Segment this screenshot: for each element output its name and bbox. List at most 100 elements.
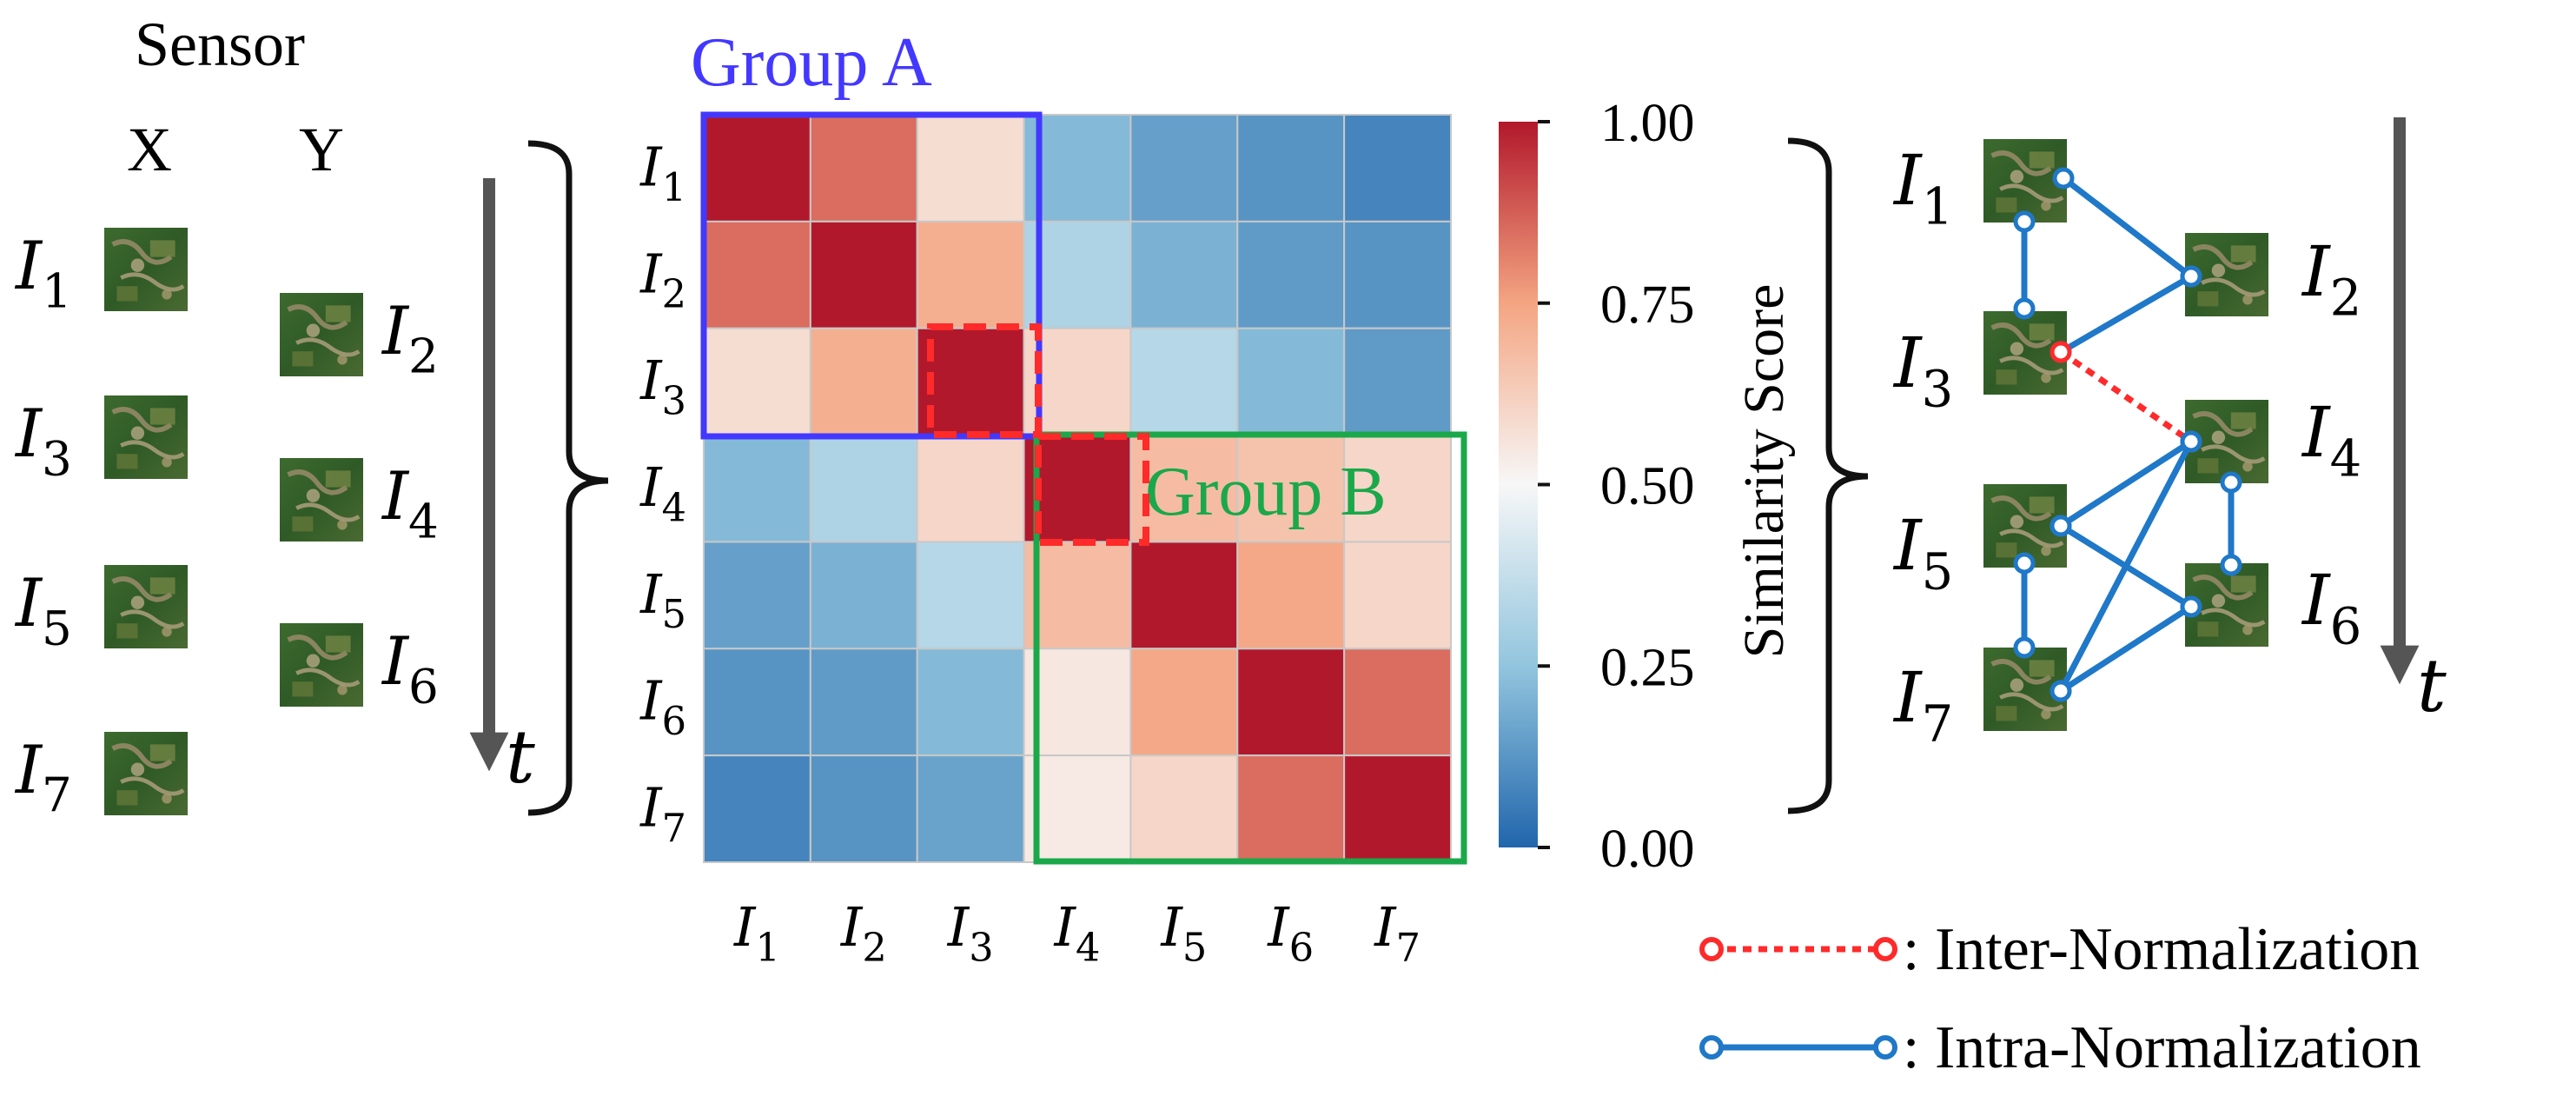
edge-endpoint <box>2220 554 2242 576</box>
sensor-x-label: X <box>127 115 172 184</box>
intra-edge-i3-i2 <box>2059 273 2193 355</box>
sensor-y-image-label: I6 <box>381 622 439 714</box>
matrix-cell <box>1236 327 1346 436</box>
colorbar-tick-label: 0.00 <box>1600 820 1695 879</box>
colorbar-tick-label: 1.00 <box>1600 94 1695 153</box>
time-label-left: t <box>506 714 535 800</box>
matrix-cell <box>1236 541 1346 650</box>
matrix-cell <box>1236 114 1346 223</box>
matrix-cell <box>1129 541 1239 650</box>
matrix-row-labels: I1 I2 I3 I4 I5 I6 I7 <box>639 135 686 851</box>
matrix-cell <box>1343 434 1452 543</box>
sensor-x-image-label: I1 <box>14 227 72 318</box>
matrix-cells <box>703 114 1452 864</box>
matrix-cell <box>809 220 918 329</box>
colorbar-ticks: 1.00 0.75 0.50 0.25 0.00 <box>1538 94 1695 879</box>
legend-inter-dot-start <box>1699 937 1724 961</box>
matrix-col-label: I1 <box>733 895 780 970</box>
matrix-cell <box>1343 754 1452 864</box>
matrix-cell <box>1023 754 1132 864</box>
matrix-row-label: I7 <box>639 776 686 851</box>
legend-intra-dot-end <box>1873 1035 1897 1060</box>
matrix-cell <box>916 114 1025 223</box>
brace-right <box>1787 137 1869 814</box>
satellite-thumbnail <box>280 623 363 707</box>
matrix-cell <box>1129 220 1239 329</box>
edge-endpoint <box>2013 297 2036 320</box>
sensor-panel: Sensor X Y I1 I3 I5 I7 I2 I4 I6 t <box>14 10 609 822</box>
satellite-thumbnail <box>280 458 363 542</box>
matrix-cell <box>809 327 918 436</box>
edge-endpoint <box>2013 636 2036 659</box>
satellite-thumbnail <box>104 565 188 648</box>
matrix-cell <box>809 114 918 223</box>
graph-left-node-label: I5 <box>1892 505 1953 601</box>
dashed-highlight-i4 <box>1035 433 1149 546</box>
matrix-cell <box>1129 648 1239 757</box>
intra-edge-i5-i4 <box>2059 439 2193 528</box>
matrix-col-label: I3 <box>947 895 994 970</box>
sensor-title: Sensor <box>135 10 305 79</box>
group-b-label: Group B <box>1145 454 1387 530</box>
matrix-cell <box>916 648 1025 757</box>
satellite-thumbnail <box>280 293 363 376</box>
group-b-box <box>1033 431 1467 865</box>
sensor-x-image-label: I5 <box>14 564 72 655</box>
matrix-cell <box>1023 541 1132 650</box>
intra-edge-i7-i4 <box>2057 440 2195 693</box>
matrix-cell <box>1236 648 1346 757</box>
legend: : Inter-Normalization : Intra-Normalizat… <box>1699 916 2421 1081</box>
matrix-cell <box>809 434 918 543</box>
legend-intra: : Intra-Normalization <box>1699 1014 2421 1081</box>
matrix-row-label: I4 <box>639 455 686 530</box>
graph-left-node-label: I3 <box>1892 322 1953 418</box>
inter-edge-i3-i4 <box>2059 349 2193 444</box>
legend-intra-dot-start <box>1699 1035 1724 1060</box>
satellite-thumbnail <box>104 228 188 311</box>
matrix-row-label: I1 <box>639 135 686 209</box>
edge-endpoint <box>2180 265 2202 288</box>
legend-inter-dot-end <box>1873 937 1897 961</box>
sensor-y-label: Y <box>299 115 344 184</box>
graph-edges <box>2013 167 2242 702</box>
legend-inter-label: : Inter-Normalization <box>1903 916 2420 983</box>
matrix-col-labels: I1 I2 I3 I4 I5 I6 I7 <box>733 895 1420 970</box>
matrix-cell <box>703 327 811 436</box>
satellite-thumbnail <box>104 395 188 479</box>
sensor-x-image-label: I3 <box>14 395 72 486</box>
matrix-col-label: I2 <box>840 895 887 970</box>
edge-endpoint <box>2050 680 2072 702</box>
sensor-y-images: I2 I4 I6 <box>280 292 439 714</box>
sensor-x-images: I1 I3 I5 I7 <box>14 227 188 822</box>
colorbar-title: Similarity Score <box>1732 284 1796 659</box>
edge-endpoint <box>2180 595 2202 618</box>
graph-right-node-label: I2 <box>2301 231 2361 327</box>
intra-edge-i7-i6 <box>2059 604 2193 694</box>
matrix-row-label: I6 <box>639 669 686 744</box>
matrix-col-label: I6 <box>1267 895 1314 970</box>
sensor-x-image-label: I7 <box>14 731 72 822</box>
legend-inter: : Inter-Normalization <box>1699 916 2420 983</box>
matrix-cell <box>703 114 811 223</box>
matrix-cell <box>703 434 811 543</box>
matrix-cell <box>916 754 1025 864</box>
matrix-cell <box>1129 114 1239 223</box>
colorbar-tick-label: 0.50 <box>1600 457 1695 516</box>
matrix-cell <box>1129 327 1239 436</box>
matrix-cell <box>1129 434 1239 543</box>
matrix-cell <box>809 648 918 757</box>
matrix-col-label: I7 <box>1374 895 1420 970</box>
normalization-graph: I1 I3 I5 I7 I2 I4 I6 t <box>1892 117 2447 753</box>
edge-endpoint <box>2013 210 2036 233</box>
legend-intra-label: : Intra-Normalization <box>1903 1014 2421 1081</box>
matrix-cell <box>703 541 811 650</box>
group-a-box <box>700 111 1043 440</box>
matrix-cell <box>1343 114 1452 223</box>
graph-left-node-label: I7 <box>1892 657 1953 753</box>
matrix-row-label: I5 <box>639 562 686 637</box>
sensor-y-image-label: I4 <box>381 457 439 548</box>
matrix-col-label: I5 <box>1160 895 1207 970</box>
matrix-cell <box>1129 754 1239 864</box>
graph-left-node-label: I1 <box>1892 140 1953 236</box>
